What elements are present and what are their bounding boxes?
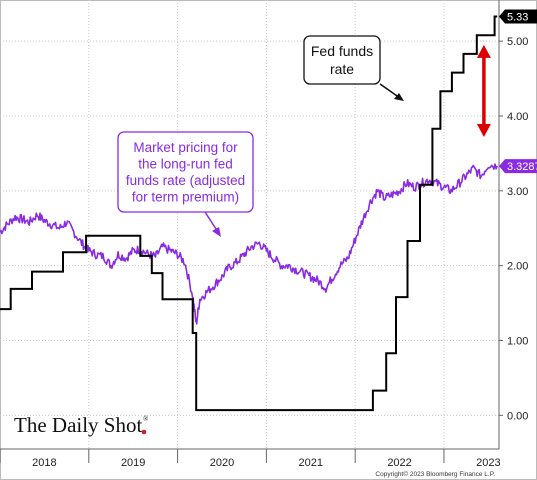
copyright-text: Copyright© 2023 Bloomberg Finance L.P. [375, 470, 495, 478]
market-pricing-callout-line-2: the long-run fed [138, 157, 233, 172]
last-value-tag-fed-funds [499, 9, 537, 24]
gap-arrow-head-down [476, 123, 491, 137]
y-tick-label: 0.00 [507, 410, 528, 422]
x-tick-label: 2018 [32, 457, 56, 469]
market-pricing-callout-line-4: for term premium) [132, 190, 239, 205]
series-line-market-pricing [0, 163, 498, 325]
gap-arrow-head-up [476, 44, 491, 58]
y-tick-label: 4.00 [507, 111, 528, 123]
y-tick-label: 5.00 [507, 36, 528, 48]
last-value-tags: 5.33 3.3287 [499, 9, 537, 174]
fed-funds-callout-line-1: Fed funds [311, 43, 373, 59]
fed-funds-annotation: Fed funds rate [303, 35, 404, 101]
daily-shot-logo: The Daily Shot ® [14, 413, 149, 437]
last-value-label-fed-funds: 5.33 [507, 11, 528, 23]
y-tick-label: 2.00 [507, 261, 528, 273]
x-tick-label: 2021 [299, 457, 323, 469]
y-tick-label: 3.00 [507, 186, 528, 198]
series-layer [0, 15, 498, 412]
x-tick-label: 2023 [476, 457, 500, 469]
x-tick-label: 2019 [121, 457, 145, 469]
x-tick-labels: 2018 2019 2020 2021 2022 2023 [0, 449, 501, 469]
logo-registered-mark: ® [143, 415, 149, 423]
market-pricing-callout-line-1: Market pricing for [133, 140, 238, 155]
x-tick-label: 2022 [387, 457, 411, 469]
y-tick-label: 1.00 [507, 335, 528, 347]
fed-funds-callout-arrow-line [379, 83, 401, 99]
fed-funds-callout-box [303, 35, 381, 85]
market-pricing-annotation: Market pricing for the long-run fed fund… [117, 131, 254, 237]
series-line-fed-funds [0, 15, 498, 412]
last-value-label-market-pricing: 3.3287 [507, 161, 537, 173]
market-pricing-callout-arrow-line [204, 211, 219, 233]
last-value-tag-market-pricing [499, 159, 537, 174]
logo-red-dot [141, 429, 147, 435]
x-tick-label: 2020 [210, 457, 234, 469]
y-tick-labels: 0.00 1.00 2.00 3.00 4.00 5.00 [499, 36, 528, 422]
market-pricing-callout-box [117, 131, 254, 213]
plot-area [0, 0, 500, 450]
market-pricing-callout-arrowhead [212, 227, 221, 237]
market-pricing-callout-line-3: funds rate (adjusted [126, 173, 245, 188]
logo-text: The Daily Shot [14, 413, 142, 437]
gap-arrow [476, 44, 491, 137]
fed-funds-callout-line-2: rate [330, 61, 354, 77]
fed-funds-callout-arrowhead [394, 93, 404, 101]
